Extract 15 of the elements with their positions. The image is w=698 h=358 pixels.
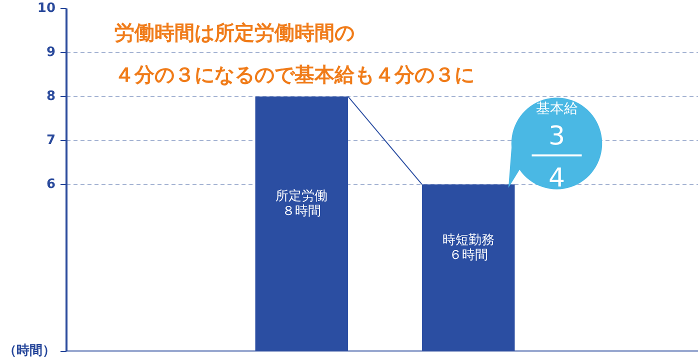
text: ４分の３になるので基本給も４分の３に <box>114 62 474 86</box>
y-tick-label: 7 <box>46 132 56 148</box>
x-tick-label: 所定労働 <box>276 189 328 204</box>
text: 労働時間は所定労働時間の <box>114 20 354 44</box>
data-label: ６時間 <box>448 248 488 264</box>
y-tick-label: 9 <box>46 44 56 60</box>
data-label: ８時間 <box>282 204 322 220</box>
y-axis-title: （時間） <box>4 344 56 358</box>
annotation: 基本給 <box>536 100 578 117</box>
y-tick-label: 8 <box>46 88 56 104</box>
annotation: 3 <box>548 122 566 152</box>
y-tick-label: 6 <box>46 176 56 192</box>
x-tick-label: 時短勤務 <box>442 233 494 248</box>
y-tick-label: 10 <box>37 1 56 16</box>
annotation: 4 <box>548 163 566 194</box>
